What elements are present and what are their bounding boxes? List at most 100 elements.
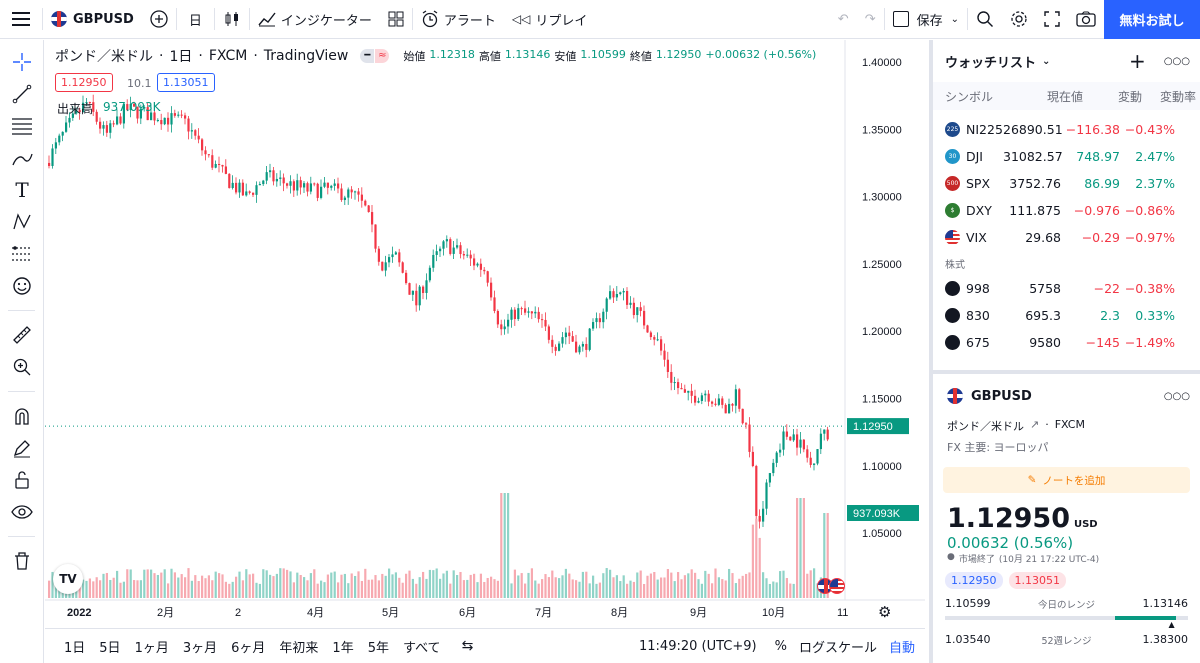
eye-icon[interactable] xyxy=(0,496,44,528)
pattern-icon[interactable] xyxy=(0,206,44,238)
forecast-icon[interactable] xyxy=(0,238,44,270)
legend-toggle-icon[interactable]: ━ ≈ xyxy=(360,49,390,63)
zoom-in-icon[interactable] xyxy=(0,351,44,383)
gear-icon[interactable] xyxy=(1002,0,1036,39)
alert-button[interactable]: アラート xyxy=(413,0,504,39)
details-bid[interactable]: 1.12950 xyxy=(945,572,1003,589)
range-button[interactable]: 1ヶ月 xyxy=(134,640,169,656)
column-symbol[interactable]: シンボル xyxy=(945,89,994,104)
range-button[interactable]: 5日 xyxy=(99,640,121,656)
add-symbol-icon[interactable]: + xyxy=(1129,49,1146,73)
chart-settings-icon[interactable]: ⚙ xyxy=(878,603,892,621)
watchlist-row[interactable]: 675 9580 −145 −1.49% xyxy=(933,329,1200,356)
trash-icon[interactable] xyxy=(0,545,44,577)
replay-button[interactable]: ◁◁ リプレイ xyxy=(504,0,595,39)
lock-pencil-icon[interactable] xyxy=(0,432,44,464)
layouts-icon[interactable] xyxy=(380,0,412,39)
range-button[interactable]: 1日 xyxy=(64,640,86,656)
brush-icon[interactable] xyxy=(0,142,44,174)
watchlist-row[interactable]: 500 SPX 3752.76 86.99 2.37% xyxy=(933,170,1200,197)
candle-body xyxy=(146,107,149,121)
interval-button[interactable]: 日 xyxy=(188,13,202,29)
log-scale-toggle[interactable]: ログスケール xyxy=(798,640,877,656)
watchlist-row[interactable]: 830 695.3 2.3 0.33% xyxy=(933,302,1200,329)
volume-bar xyxy=(190,580,193,598)
range-button[interactable]: 年初来 xyxy=(279,640,319,656)
year-range-label: 52週レンジ xyxy=(1041,636,1092,647)
column-percent[interactable]: 変動率 xyxy=(1159,89,1196,104)
volume-bar xyxy=(316,583,319,598)
volume-bar xyxy=(476,582,479,598)
range-button[interactable]: 5年 xyxy=(367,640,389,656)
date-range-icon[interactable]: ⇆ xyxy=(461,638,474,654)
divider xyxy=(411,8,413,30)
symbol-search-button[interactable]: GBPUSD xyxy=(43,0,142,39)
candle-body xyxy=(153,112,156,121)
volume-bar xyxy=(789,583,792,598)
watchlist-row[interactable]: 225 NI225 26890.51 −116.38 −0.43% xyxy=(933,116,1200,143)
undo-icon[interactable]: ↶ xyxy=(837,11,849,27)
volume-bar xyxy=(238,571,241,598)
auto-scale-toggle[interactable]: 自動 xyxy=(888,640,915,656)
fullscreen-icon[interactable] xyxy=(1036,0,1068,39)
camera-icon[interactable] xyxy=(1068,0,1104,39)
watchlist-title[interactable]: ウォッチリスト xyxy=(945,55,1037,71)
ruler-icon[interactable] xyxy=(0,319,44,351)
indicators-button[interactable]: インジケーター xyxy=(250,0,380,39)
volume-bar xyxy=(734,583,737,598)
candle-body xyxy=(442,241,445,249)
magnet-icon[interactable] xyxy=(0,400,44,432)
volume-bar xyxy=(524,583,527,598)
divider xyxy=(967,8,968,30)
details-ask[interactable]: 1.13051 xyxy=(1008,572,1066,589)
candle-body xyxy=(405,272,408,284)
emoji-icon[interactable] xyxy=(0,270,44,302)
clock-time[interactable]: 11:49:20 (UTC+9) xyxy=(639,638,757,654)
volume-bar xyxy=(146,569,149,598)
volume-bar xyxy=(173,572,176,598)
search-icon[interactable] xyxy=(968,0,1002,39)
range-button[interactable]: すべて xyxy=(402,640,441,656)
more-options-icon[interactable]: ○○○ xyxy=(1163,55,1190,67)
chevron-down-icon[interactable]: ⌄ xyxy=(1042,55,1051,67)
add-note-button[interactable]: ✎ ノートを追加 xyxy=(943,467,1190,493)
redo-icon[interactable]: ↷ xyxy=(864,11,876,27)
candles-icon[interactable] xyxy=(215,0,249,39)
details-name[interactable]: ポンド／米ドル xyxy=(947,420,1024,433)
percent-toggle[interactable]: % xyxy=(774,638,787,654)
candle-body xyxy=(343,197,346,201)
external-link-icon[interactable]: ↗ xyxy=(1030,418,1040,431)
candle-body xyxy=(201,139,204,151)
compare-add-icon[interactable] xyxy=(142,0,176,39)
change-cell: 86.99 xyxy=(1084,176,1120,191)
price-chart[interactable]: 1.40000 1.35000 1.30000 1.25000 1.20000 1.150… xyxy=(45,40,925,628)
time-tick-label: 2月 xyxy=(157,607,174,619)
save-button[interactable]: 保存 ⌄ xyxy=(885,0,967,39)
range-button[interactable]: 3ヶ月 xyxy=(182,640,218,656)
candle-body xyxy=(643,310,646,326)
trend-line-icon[interactable] xyxy=(0,78,44,110)
watchlist-row[interactable]: $ DXY 111.875 −0.976 −0.86% xyxy=(933,197,1200,224)
buy-price-box[interactable]: 1.13051 xyxy=(157,73,215,92)
candle-body xyxy=(639,307,642,311)
volume-bar xyxy=(554,577,557,598)
menu-icon[interactable] xyxy=(0,0,42,39)
watchlist-row[interactable]: 30 DJI 31082.57 748.97 2.47% xyxy=(933,143,1200,170)
chart-pane[interactable]: 1.40000 1.35000 1.30000 1.25000 1.20000 1.150… xyxy=(45,40,925,628)
column-change[interactable]: 変動 xyxy=(1117,89,1142,104)
volume-bar xyxy=(303,577,306,598)
sell-price-box[interactable]: 1.12950 xyxy=(55,73,113,92)
candle-body xyxy=(88,102,91,104)
fib-retracement-icon[interactable] xyxy=(0,110,44,142)
text-tool-icon[interactable]: T xyxy=(15,178,29,202)
range-button[interactable]: 6ヶ月 xyxy=(231,640,266,656)
more-options-icon[interactable]: ○○○ xyxy=(1163,390,1190,402)
candle-body xyxy=(279,177,282,179)
column-price[interactable]: 現在値 xyxy=(1046,89,1083,104)
watchlist-row[interactable]: VIX 29.68 −0.29 −0.97% xyxy=(933,224,1200,251)
free-trial-button[interactable]: 無料お試し xyxy=(1104,0,1200,39)
crosshair-icon[interactable] xyxy=(0,46,44,78)
unlock-icon[interactable] xyxy=(0,464,44,496)
watchlist-row[interactable]: 998 5758 −22 −0.38% xyxy=(933,275,1200,302)
range-button[interactable]: 1年 xyxy=(332,640,354,656)
